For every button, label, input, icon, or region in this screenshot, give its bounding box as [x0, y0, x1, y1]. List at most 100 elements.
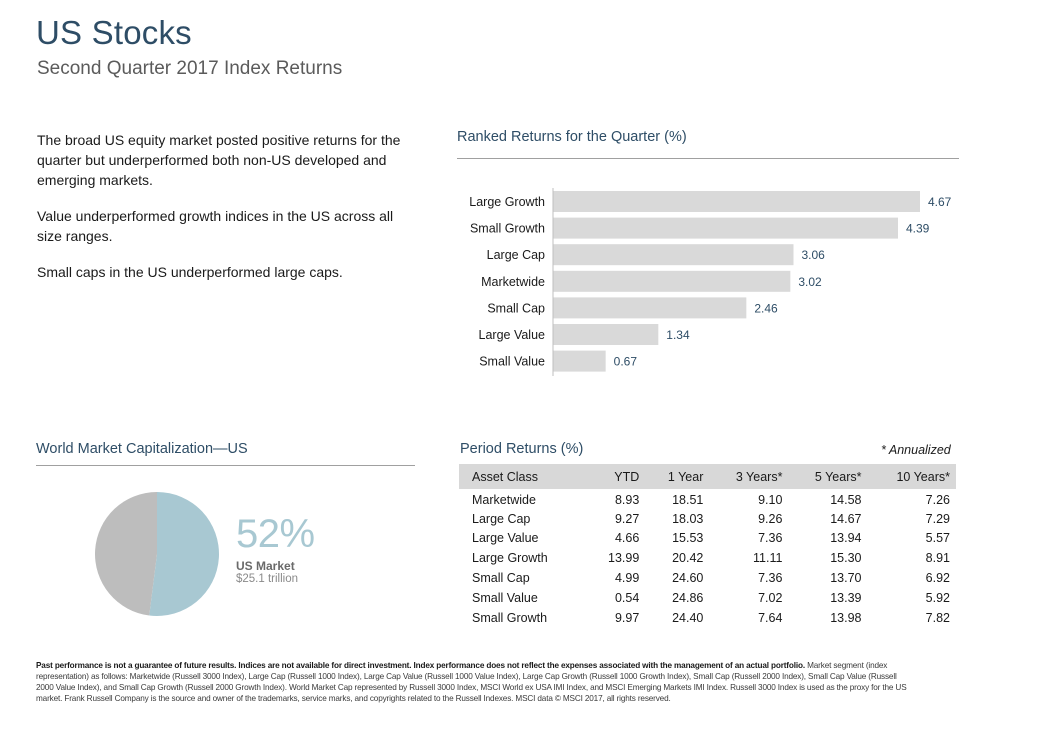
commentary-paragraph: The broad US equity market posted positi…: [37, 132, 401, 188]
bar: [553, 217, 898, 239]
us-market-label: US Market: [236, 559, 295, 573]
table-cell: 7.36: [758, 531, 783, 546]
table-cell: 13.98: [830, 610, 862, 625]
table-cell: Large Cap: [472, 511, 531, 526]
bar-value-label: 3.02: [798, 275, 822, 289]
bar-category-label: Small Cap: [487, 301, 545, 315]
table-cell: Large Growth: [472, 551, 548, 566]
world-market-cap-heading: World Market Capitalization—US: [36, 441, 248, 457]
table-row: Large Growth 13.99 20.42 11.11 15.30 8.91: [459, 548, 956, 568]
table-cell: 9.10: [758, 493, 783, 508]
table-cell: 7.64: [758, 610, 783, 625]
bar: [553, 324, 659, 345]
commentary-paragraph: Value underperformed growth indices in t…: [37, 208, 394, 244]
pie-slice: [149, 492, 220, 616]
table-cell: 13.99: [608, 551, 640, 566]
bar: [553, 191, 920, 212]
column-header: 3 Years*: [709, 464, 789, 489]
table-cell: 4.99: [614, 571, 640, 586]
table-cell: 24.86: [672, 590, 704, 605]
table-cell: 24.40: [672, 610, 704, 625]
table-row: Large Cap 9.27 18.03 9.26 14.67 7.29: [459, 509, 956, 529]
table-cell: 14.58: [830, 493, 862, 508]
table-cell: Small Cap: [472, 571, 530, 586]
table-cell: 5.57: [925, 531, 950, 546]
us-market-percent: 52%: [236, 512, 315, 556]
bar-value-label: 3.06: [801, 248, 825, 262]
annualized-note: * Annualized: [881, 443, 951, 457]
table-cell: Marketwide: [472, 493, 536, 508]
table-cell: 7.26: [925, 493, 950, 508]
column-header: 1 Year: [645, 464, 710, 489]
table-cell: 9.97: [614, 610, 640, 625]
bar-value-label: 4.67: [928, 195, 952, 209]
commentary: The broad US equity market posted positi…: [37, 130, 407, 298]
table-cell: 8.93: [614, 493, 640, 508]
table-cell: 24.60: [672, 571, 704, 586]
column-header: Asset Class: [459, 464, 587, 489]
table-cell: 5.92: [925, 590, 950, 605]
table-cell: 13.70: [830, 571, 862, 586]
table-cell: Large Value: [472, 531, 539, 546]
table-cell: 18.03: [672, 511, 704, 526]
period-returns-table: Asset Class YTD 1 Year 3 Years* 5 Years*…: [459, 464, 956, 628]
bar-category-label: Marketwide: [481, 275, 545, 289]
ranked-returns-rule: [457, 158, 959, 159]
ranked-returns-chart: Large Growth 4.67 Small Growth 4.39 Large Ca…: [469, 188, 952, 376]
table-cell: 7.29: [925, 511, 950, 526]
table-cell: 18.51: [672, 493, 704, 508]
bar-value-label: 2.46: [754, 301, 778, 315]
table-cell: 20.42: [672, 551, 704, 566]
bar-category-label: Large Cap: [487, 248, 545, 262]
table-cell: 11.11: [753, 551, 783, 566]
table-row: Small Cap 4.99 24.60 7.36 13.70 6.92: [459, 568, 956, 588]
table-cell: 7.02: [758, 590, 783, 605]
bar-value-label: 4.39: [906, 222, 930, 236]
table-row: Large Value 4.66 15.53 7.36 13.94 5.57: [459, 529, 956, 549]
table-row: Small Growth 9.97 24.40 7.64 13.98 7.82: [459, 608, 956, 628]
market-cap-pie: [95, 492, 220, 616]
table-cell: 15.53: [672, 531, 704, 546]
world-market-cap-rule: [36, 465, 415, 466]
bar: [553, 297, 747, 319]
bar: [553, 244, 794, 266]
table-cell: 8.91: [925, 551, 950, 566]
table-cell: Small Value: [472, 590, 538, 605]
bar-value-label: 1.34: [666, 328, 690, 342]
table-cell: 0.54: [614, 590, 640, 605]
table-row: Small Value 0.54 24.86 7.02 13.39 5.92: [459, 588, 956, 608]
table-cell: Small Growth: [472, 610, 548, 625]
table-cell: 9.26: [758, 511, 783, 526]
commentary-paragraph: Small caps in the US underperformed larg…: [37, 264, 343, 280]
table-cell: 9.27: [614, 511, 640, 526]
table-cell: 15.30: [830, 551, 862, 566]
bar-category-label: Large Value: [479, 328, 546, 342]
period-returns-heading: Period Returns (%): [460, 441, 584, 457]
disclosure-bold: Past performance is not a guarantee of f…: [36, 661, 805, 670]
page-title: US Stocks: [36, 14, 192, 51]
bar-category-label: Small Growth: [470, 222, 545, 236]
bar-category-label: Small Value: [479, 355, 545, 369]
column-header: 5 Years*: [788, 464, 868, 489]
table-cell: 4.66: [614, 531, 640, 546]
table-row: Marketwide 8.93 18.51 9.10 14.58 7.26: [459, 489, 956, 509]
bar-value-label: 0.67: [614, 355, 638, 369]
table-cell: 13.94: [830, 531, 862, 546]
bar: [553, 350, 606, 372]
us-market-value: $25.1 trillion: [236, 573, 299, 585]
disclosure-body: Market segment (index representation) as…: [36, 661, 907, 703]
column-header: YTD: [586, 464, 646, 489]
column-header: 10 Years*: [867, 464, 956, 489]
ranked-returns-heading: Ranked Returns for the Quarter (%): [457, 129, 687, 145]
pie-slice: [95, 492, 157, 616]
table-cell: 6.92: [925, 571, 950, 586]
bar: [553, 270, 791, 292]
table-cell: 14.67: [830, 511, 862, 526]
disclosure-footnote: Past performance is not a guarantee of f…: [36, 660, 916, 704]
table-cell: 7.36: [758, 571, 783, 586]
table-header-row: Asset Class YTD 1 Year 3 Years* 5 Years*…: [459, 464, 956, 489]
bar-category-label: Large Growth: [469, 195, 545, 209]
table-cell: 13.39: [830, 590, 862, 605]
page-subtitle: Second Quarter 2017 Index Returns: [37, 58, 343, 79]
table-cell: 7.82: [925, 610, 950, 625]
